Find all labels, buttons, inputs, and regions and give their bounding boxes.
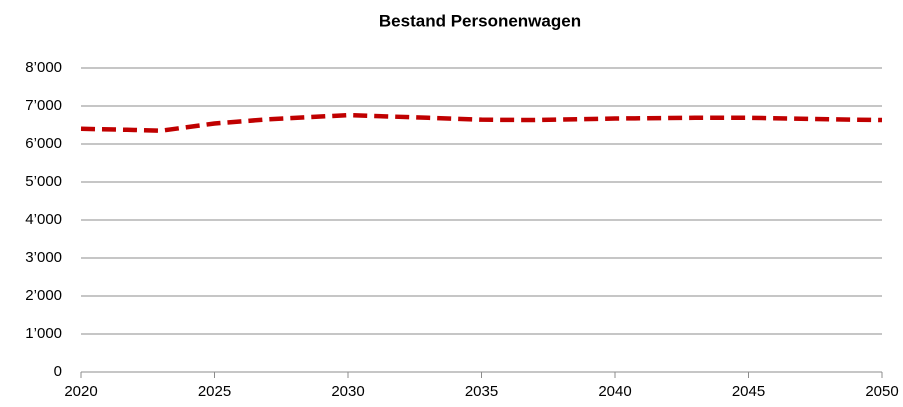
y-tick-label: 3’000 bbox=[25, 249, 62, 266]
x-tick-label: 2025 bbox=[198, 383, 231, 400]
y-tick-label: 4’000 bbox=[25, 211, 62, 228]
y-tick-label: 8’000 bbox=[25, 59, 62, 76]
y-tick-label: 6’000 bbox=[25, 135, 62, 152]
chart-title: Bestand Personenwagen bbox=[379, 11, 581, 30]
x-tick-label: 2045 bbox=[732, 383, 765, 400]
y-tick-label: 0 bbox=[54, 363, 62, 380]
x-tick-label: 2035 bbox=[465, 383, 498, 400]
x-tick-label: 2020 bbox=[64, 383, 97, 400]
x-tick-label: 2030 bbox=[331, 383, 364, 400]
y-tick-label: 5’000 bbox=[25, 173, 62, 190]
y-tick-label: 2’000 bbox=[25, 287, 62, 304]
x-tick-label: 2050 bbox=[865, 383, 898, 400]
x-tick-label: 2040 bbox=[598, 383, 631, 400]
y-tick-label: 7’000 bbox=[25, 97, 62, 114]
data-line bbox=[80, 112, 883, 133]
y-tick-label: 1’000 bbox=[25, 325, 62, 342]
